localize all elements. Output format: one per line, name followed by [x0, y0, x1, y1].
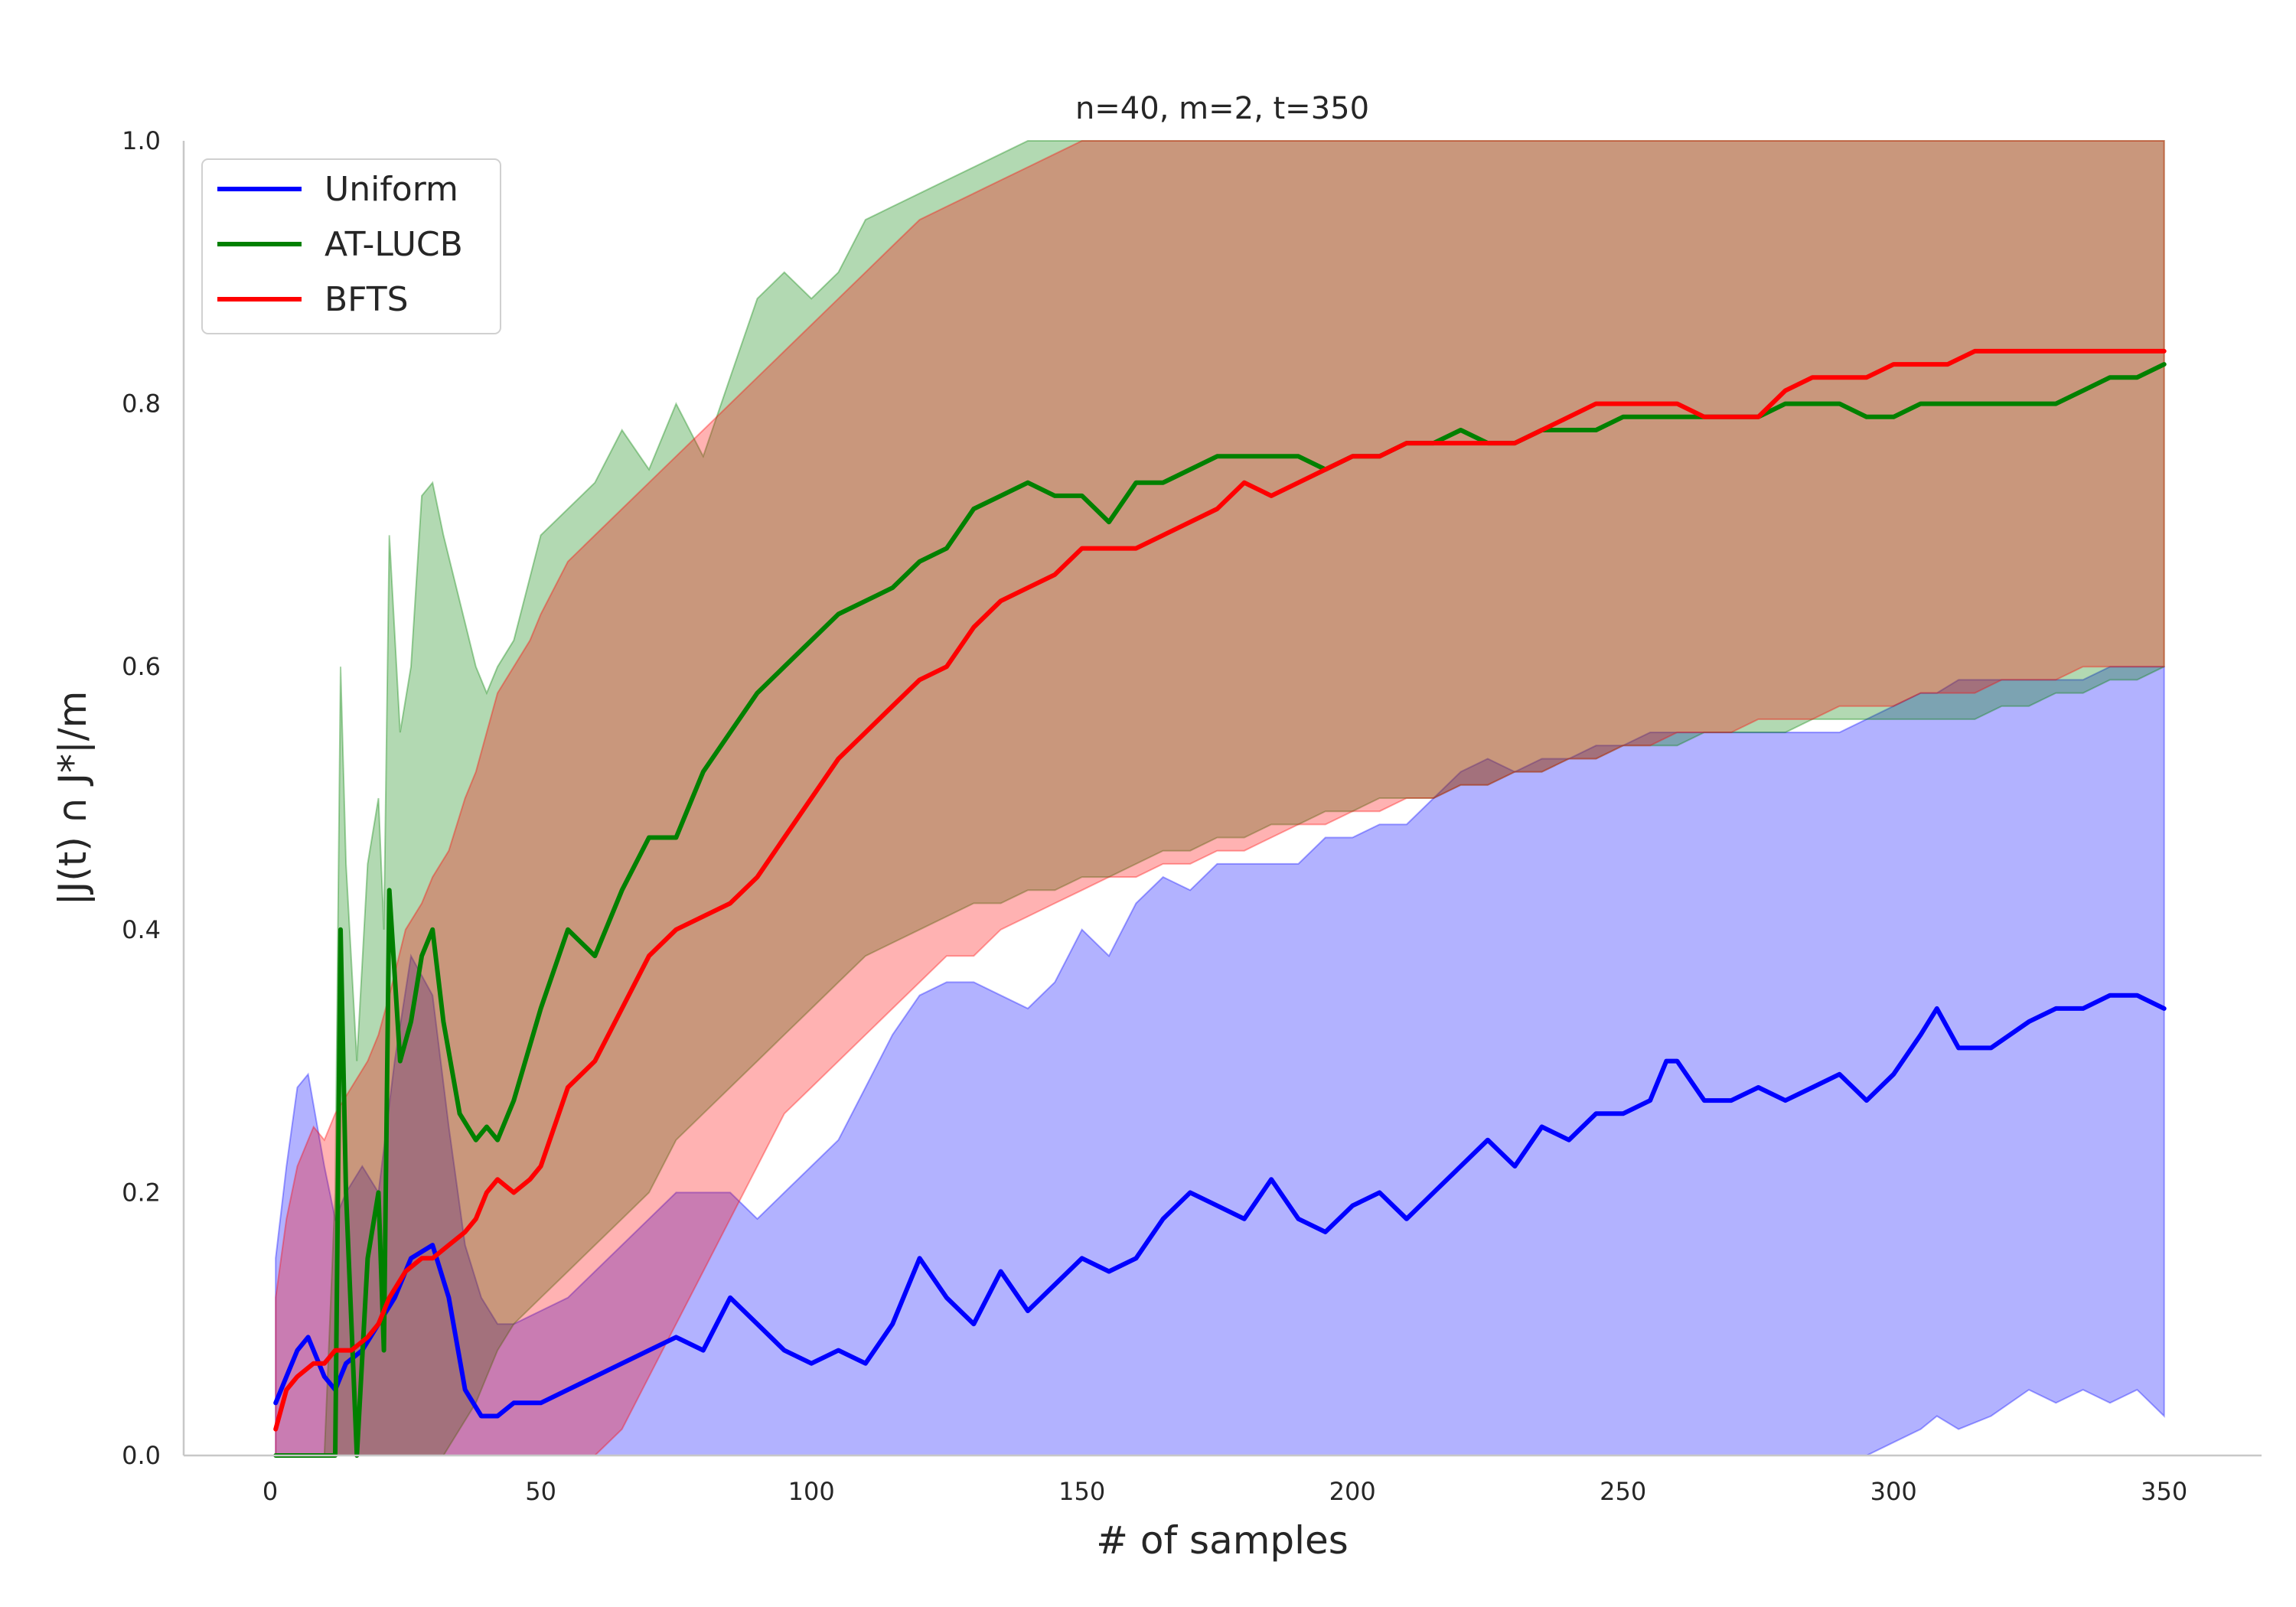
band-at-lucb: [276, 140, 2165, 1456]
band-bfts: [275, 140, 2165, 1456]
confidence-bands: [275, 140, 2165, 1456]
legend-label-uniform: Uniform: [325, 170, 458, 209]
legend: Uniform AT-LUCB BFTS: [201, 158, 501, 334]
y-tick-label: 0.2: [122, 1178, 161, 1207]
x-tick-label: 350: [2141, 1477, 2187, 1506]
y-tick-label: 0.0: [122, 1441, 161, 1470]
legend-box: [201, 158, 501, 334]
y-tick-label: 1.0: [122, 126, 161, 155]
y-tick-label: 0.8: [122, 390, 161, 419]
x-tick-label: 200: [1329, 1477, 1376, 1506]
legend-label-bfts: BFTS: [325, 280, 409, 319]
series-line-bfts: [273, 348, 2167, 1432]
x-tick-labels: 0 50 100 150 200 250 300 350: [263, 1477, 2187, 1506]
x-tick-label: 0: [263, 1477, 278, 1506]
y-tick-label: 0.4: [122, 915, 161, 944]
series-line-at-lucb: [273, 362, 2167, 1458]
series-line-uniform: [273, 993, 2167, 1419]
chart-title: n=40, m=2, t=350: [1075, 91, 1369, 126]
x-tick-label: 50: [525, 1477, 556, 1506]
y-tick-label: 0.6: [122, 652, 161, 681]
x-axis-label: # of samples: [1096, 1518, 1349, 1563]
y-tick-labels: 0.0 0.2 0.4 0.6 0.8 1.0: [122, 126, 161, 1470]
x-tick-label: 250: [1600, 1477, 1646, 1506]
series-lines: [273, 348, 2167, 1458]
x-tick-label: 100: [788, 1477, 835, 1506]
legend-label-at-lucb: AT-LUCB: [325, 225, 463, 264]
x-tick-label: 300: [1870, 1477, 1917, 1506]
y-axis-label: |J(t) ∩ J*|/m: [51, 691, 95, 906]
x-tick-label: 150: [1058, 1477, 1105, 1506]
